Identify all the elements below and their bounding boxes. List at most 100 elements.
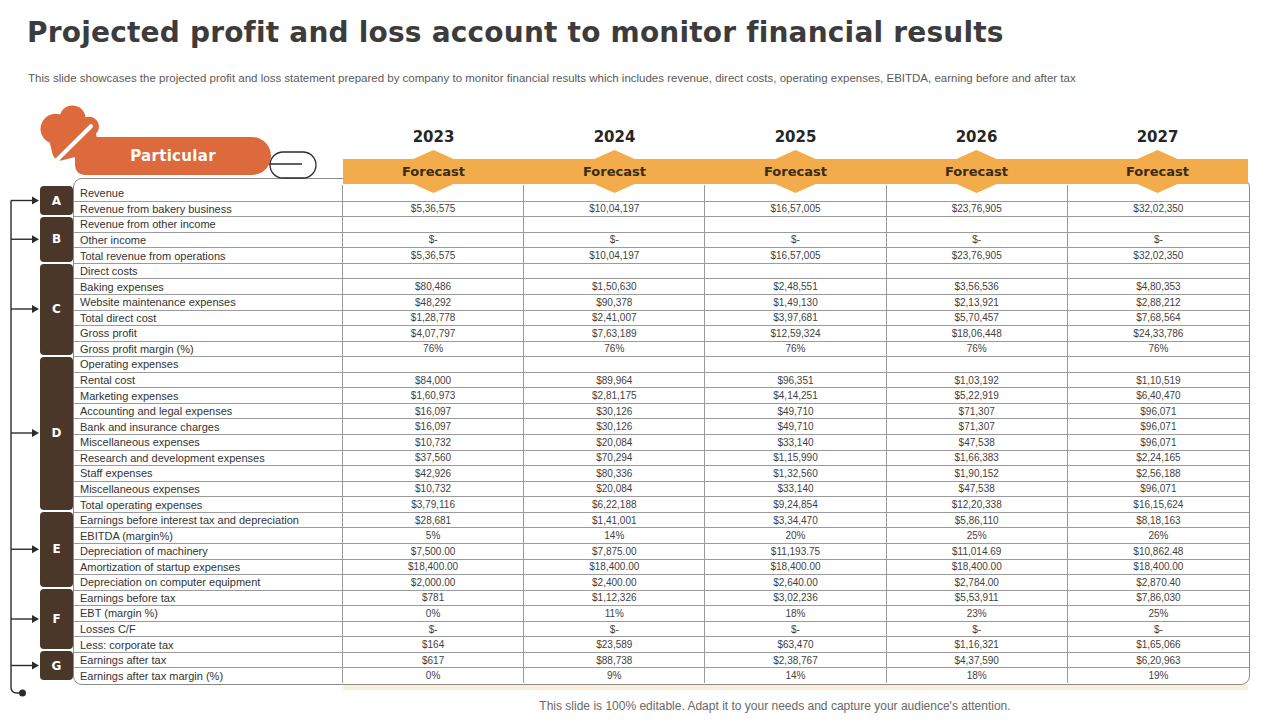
table-row: Bank and insurance charges$16,097$30,126… — [74, 418, 1249, 434]
row-label: Revenue from bakery business — [74, 202, 343, 217]
value-cell: $23,76,905 — [887, 202, 1068, 217]
value-cell: $7,63,189 — [524, 326, 705, 341]
value-cell: 76% — [524, 342, 705, 357]
value-cell: $23,76,905 — [887, 248, 1068, 263]
value-cell — [343, 357, 524, 372]
value-cell: $20,084 — [524, 482, 705, 497]
value-cell: $1,12,326 — [524, 591, 705, 606]
value-cell: $- — [887, 622, 1068, 637]
value-cell: $96,071 — [1068, 419, 1249, 434]
value-cell: $70,294 — [524, 451, 705, 466]
value-cell: $- — [343, 622, 524, 637]
value-cell — [343, 217, 524, 232]
value-cell: $2,48,551 — [705, 279, 886, 294]
value-cell: $89,964 — [524, 373, 705, 388]
chef-hat-icon — [34, 104, 112, 178]
row-label: Earnings before tax — [74, 591, 343, 606]
year-header: 2025 — [705, 124, 886, 150]
row-label: Total operating expenses — [74, 497, 343, 512]
section-letter: F — [52, 612, 60, 626]
value-cell: $2,24,165 — [1068, 451, 1249, 466]
value-cell: $1,49,130 — [705, 295, 886, 310]
value-cell: $3,02,236 — [705, 591, 886, 606]
value-cell: $16,57,005 — [705, 202, 886, 217]
value-cell: $1,32,560 — [705, 466, 886, 481]
value-cell: $5,86,110 — [887, 513, 1068, 528]
value-cell: $7,68,564 — [1068, 311, 1249, 326]
table-row: Less: corporate tax$164$23,589$63,470$1,… — [74, 636, 1249, 652]
value-cell: 0% — [343, 668, 524, 683]
row-label: EBITDA (margin%) — [74, 528, 343, 543]
value-cell: $18,06,448 — [887, 326, 1068, 341]
section-letter: B — [52, 232, 61, 246]
section-letter: C — [52, 302, 61, 316]
value-cell: 23% — [887, 606, 1068, 621]
value-cell: 14% — [705, 668, 886, 683]
section-letter: D — [52, 426, 62, 440]
value-cell: $1,66,383 — [887, 451, 1068, 466]
value-cell: $1,03,192 — [887, 373, 1068, 388]
value-cell: $16,15,624 — [1068, 497, 1249, 512]
value-cell: $3,97,681 — [705, 311, 886, 326]
value-cell — [524, 357, 705, 372]
value-cell: $2,000.00 — [343, 575, 524, 590]
value-cell — [1068, 264, 1249, 279]
table-row: Earnings after tax$617$88,738$2,38,767$4… — [74, 652, 1249, 668]
value-cell — [705, 264, 886, 279]
table-row: Miscellaneous expenses$10,732$20,084$33,… — [74, 434, 1249, 450]
row-label: Other income — [74, 233, 343, 248]
value-cell: $2,784.00 — [887, 575, 1068, 590]
table-row: Total direct cost$1,28,778$2,41,007$3,97… — [74, 310, 1249, 326]
footer-note: This slide is 100% editable. Adapt it to… — [260, 699, 1280, 713]
row-label: Marketing expenses — [74, 388, 343, 403]
table-row: Other income$-$-$-$-$- — [74, 232, 1249, 248]
value-cell: 18% — [705, 606, 886, 621]
value-cell: $48,292 — [343, 295, 524, 310]
value-cell: $1,60,973 — [343, 388, 524, 403]
table-row: Miscellaneous expenses$10,732$20,084$33,… — [74, 481, 1249, 497]
value-cell — [705, 217, 886, 232]
table-row: Rental cost$84,000$89,964$96,351$1,03,19… — [74, 372, 1249, 388]
section-bracket-icon — [0, 192, 46, 712]
row-label: Direct costs — [74, 264, 343, 279]
value-cell: $1,10,519 — [1068, 373, 1249, 388]
row-label: Earnings after tax — [74, 653, 343, 668]
table-row: EBITDA (margin%)5%14%20%25%26% — [74, 527, 1249, 543]
section-letter: E — [52, 542, 60, 556]
value-cell: $47,538 — [887, 435, 1068, 450]
table-row: Gross profit$4,07,797$7,63,189$12,59,324… — [74, 325, 1249, 341]
row-label: Total revenue from operations — [74, 248, 343, 263]
value-cell: $80,336 — [524, 466, 705, 481]
value-cell: $33,140 — [705, 435, 886, 450]
value-cell: $7,875.00 — [524, 544, 705, 559]
row-label: Amortization of startup expenses — [74, 560, 343, 575]
value-cell: $9,24,854 — [705, 497, 886, 512]
value-cell: 26% — [1068, 528, 1249, 543]
value-cell: $1,90,152 — [887, 466, 1068, 481]
value-cell: $49,710 — [705, 419, 886, 434]
row-label: Depreciation on computer equipment — [74, 575, 343, 590]
value-cell: $12,59,324 — [705, 326, 886, 341]
table-body: RevenueRevenue from bakery business$5,36… — [74, 185, 1249, 683]
year-header: 2026 — [886, 124, 1067, 150]
value-cell: $4,37,590 — [887, 653, 1068, 668]
value-cell: $28,681 — [343, 513, 524, 528]
forecast-cell: Forecast — [343, 159, 524, 184]
value-cell: 25% — [887, 528, 1068, 543]
row-label: Rental cost — [74, 373, 343, 388]
forecast-cell: Forecast — [1067, 159, 1248, 184]
value-cell: $2,56,188 — [1068, 466, 1249, 481]
value-cell: 5% — [343, 528, 524, 543]
value-cell: $32,02,350 — [1068, 202, 1249, 217]
value-cell: $10,04,197 — [524, 202, 705, 217]
row-label: Losses C/F — [74, 622, 343, 637]
row-label: Miscellaneous expenses — [74, 435, 343, 450]
value-cell: $- — [705, 622, 886, 637]
value-cell: $16,097 — [343, 404, 524, 419]
value-cell: 0% — [343, 606, 524, 621]
value-cell — [343, 264, 524, 279]
value-cell: $42,926 — [343, 466, 524, 481]
table-row: Depreciation on computer equipment$2,000… — [74, 574, 1249, 590]
table-row: Direct costs — [74, 263, 1249, 279]
value-cell: $30,126 — [524, 404, 705, 419]
